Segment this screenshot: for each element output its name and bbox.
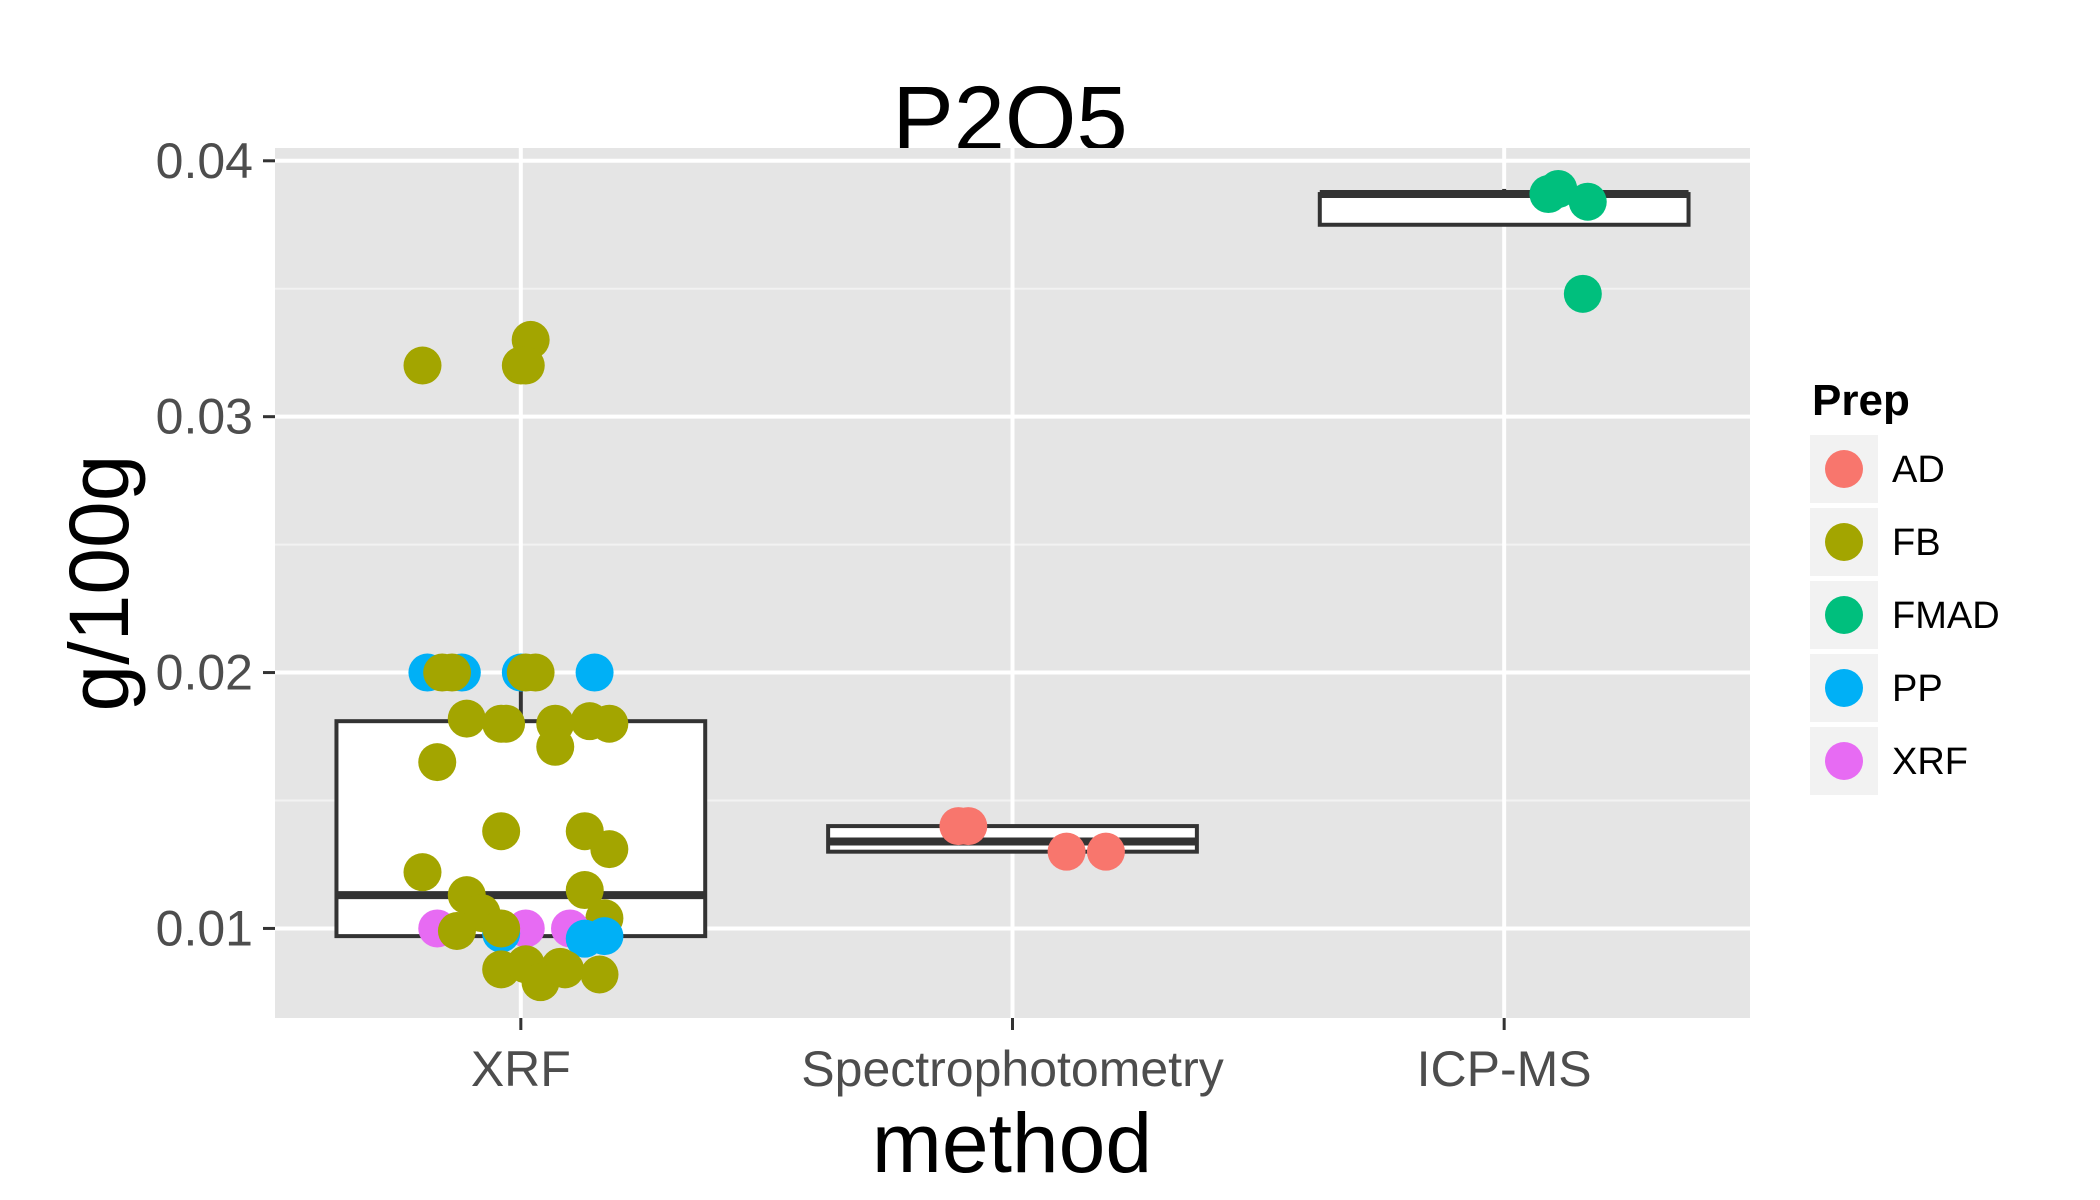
point-pp <box>585 917 624 956</box>
x-tick-label: XRF <box>471 1041 571 1097</box>
legend-label: AD <box>1892 449 1945 491</box>
legend: Prep AD FB FMAD PP XRF <box>1810 376 2000 795</box>
point-fb <box>590 704 629 743</box>
point-fb <box>482 909 521 948</box>
legend-swatch-fmad <box>1825 596 1863 634</box>
point-fb <box>546 950 585 989</box>
point-pp <box>575 653 614 692</box>
y-tick-label: 0.03 <box>156 389 253 445</box>
point-fmad <box>1563 274 1602 313</box>
point-ad <box>1047 832 1086 871</box>
point-fb <box>482 812 521 851</box>
y-tick-label: 0.04 <box>156 133 253 189</box>
x-axis-title: method <box>872 1096 1152 1190</box>
point-fb <box>447 699 486 738</box>
legend-label: FB <box>1892 522 1941 564</box>
point-fb <box>580 955 619 994</box>
y-axis: 0.01 0.02 0.03 0.04 <box>156 133 275 956</box>
x-axis: XRF Spectrophotometry ICP-MS <box>471 1018 1592 1097</box>
x-tick-label: ICP-MS <box>1417 1041 1592 1097</box>
x-tick-label: Spectrophotometry <box>801 1041 1223 1097</box>
point-ad <box>1086 832 1125 871</box>
legend-label: XRF <box>1892 741 1968 783</box>
y-tick-label: 0.01 <box>156 900 253 956</box>
point-ad <box>949 807 988 846</box>
box-spectrophotometry <box>826 824 1199 854</box>
point-fmad <box>1568 182 1607 221</box>
legend-swatch-xrf <box>1825 742 1863 780</box>
box-icp-ms <box>1317 188 1691 227</box>
y-axis-title: g/100g <box>52 455 146 712</box>
point-fb <box>418 743 457 782</box>
point-fb <box>403 346 442 385</box>
point-fb <box>516 653 555 692</box>
point-fb <box>487 704 526 743</box>
point-fb <box>506 346 545 385</box>
legend-title: Prep <box>1812 376 1910 425</box>
point-fb <box>565 871 604 910</box>
point-fb <box>590 830 629 869</box>
boxes <box>334 188 1691 939</box>
point-fb <box>433 653 471 692</box>
point-fb <box>403 853 442 892</box>
legend-swatch-fb <box>1825 523 1863 561</box>
box-xrf <box>334 672 708 939</box>
data-points <box>403 169 1607 1002</box>
box-body <box>334 719 708 939</box>
box-body <box>1317 192 1691 227</box>
y-tick-label: 0.02 <box>156 645 253 701</box>
legend-label: FMAD <box>1892 595 2000 637</box>
legend-label: PP <box>1892 668 1943 710</box>
point-fb <box>536 727 575 766</box>
legend-swatch-ad <box>1825 450 1863 488</box>
point-fmad <box>1539 169 1578 208</box>
legend-swatch-pp <box>1825 669 1863 707</box>
point-fb <box>437 912 476 950</box>
